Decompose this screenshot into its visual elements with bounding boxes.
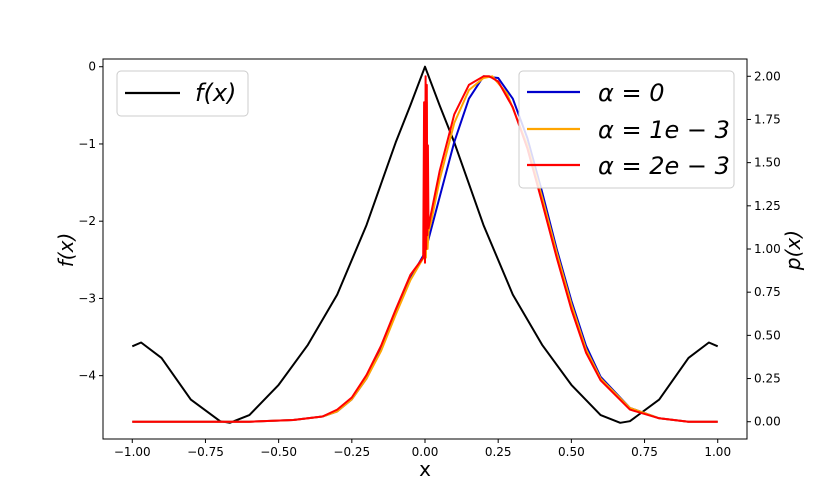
x-tick-label-8: 1.00 bbox=[704, 445, 731, 459]
x-axis-title: x bbox=[419, 457, 431, 481]
x-tick-label-2: −0.50 bbox=[260, 445, 297, 459]
y-right-tick-label-4: 1.00 bbox=[754, 242, 781, 256]
legend-right-box bbox=[518, 70, 735, 189]
y-left-tick-label-3: −3 bbox=[78, 291, 96, 305]
y-right-tick-label-5: 1.25 bbox=[754, 199, 781, 213]
x-tick-label-7: 0.75 bbox=[631, 445, 658, 459]
series-line-2 bbox=[132, 75, 718, 423]
x-tick-label-1: −0.75 bbox=[187, 445, 224, 459]
y-right-tick-label-8: 2.00 bbox=[754, 69, 781, 83]
y-axis-title-left: f(x) bbox=[54, 233, 78, 267]
y-right-tick-label-7: 1.75 bbox=[754, 112, 781, 126]
legend-right: α = 0 α = 1e − 3 α = 2e − 3 bbox=[518, 70, 735, 189]
y-left-tick-label-1: −1 bbox=[78, 137, 96, 151]
x-tick-label-6: 0.50 bbox=[558, 445, 585, 459]
legend-left: f(x) bbox=[116, 70, 249, 117]
x-tick-label-0: −1.00 bbox=[114, 445, 151, 459]
y-left-tick-label-2: −2 bbox=[78, 214, 96, 228]
y-right-tick-label-0: 0.00 bbox=[754, 415, 781, 429]
y-right-tick-label-1: 0.25 bbox=[754, 372, 781, 386]
legend-right-label-0: α = 0 bbox=[598, 79, 664, 107]
y-left-tick-label-0: 0 bbox=[88, 60, 96, 74]
legend-left-box bbox=[116, 70, 249, 117]
legend-right-label-2: α = 2e − 3 bbox=[598, 152, 730, 180]
y-right-tick-label-2: 0.50 bbox=[754, 328, 781, 342]
x-tick-label-3: −0.25 bbox=[333, 445, 370, 459]
legend-right-label-1: α = 1e − 3 bbox=[598, 116, 730, 144]
x-tick-label-5: 0.25 bbox=[485, 445, 512, 459]
y-axis-title-right: p(x) bbox=[781, 230, 805, 271]
y-left-tick-label-4: −4 bbox=[78, 369, 96, 383]
y-right-tick-label-3: 0.75 bbox=[754, 285, 781, 299]
ticks-layer: −1.00 −0.75 −0.50 −0.25 0.00 0.25 0.50 0.75 1.00… bbox=[78, 60, 780, 459]
series-layer bbox=[131, 65, 719, 424]
x-tick-label-4: 0.00 bbox=[412, 445, 439, 459]
series-line-3 bbox=[132, 75, 718, 423]
legend-left-label-0: f(x) bbox=[195, 79, 236, 107]
y-right-tick-label-6: 1.50 bbox=[754, 156, 781, 170]
